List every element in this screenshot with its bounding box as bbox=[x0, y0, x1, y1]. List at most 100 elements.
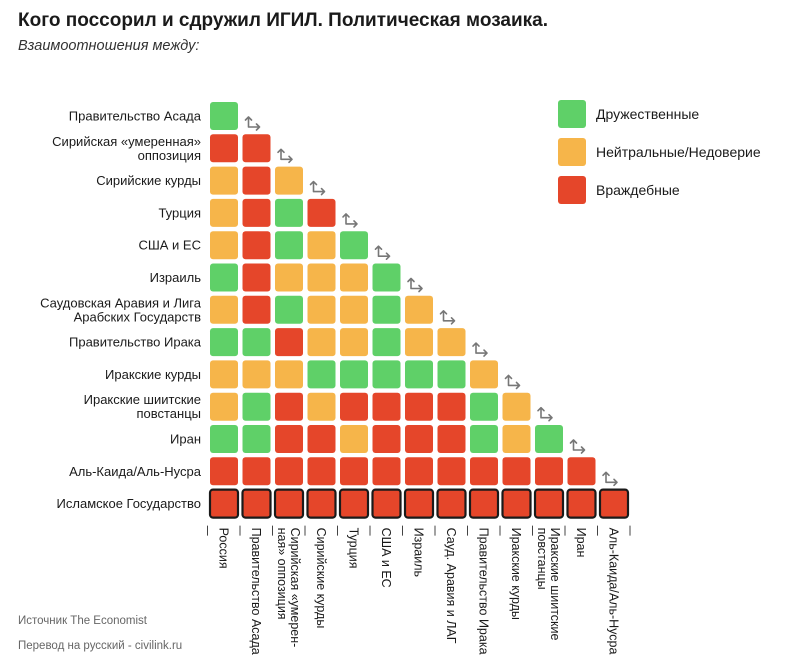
matrix-cell bbox=[275, 360, 303, 389]
row-label: США и ЕС bbox=[138, 238, 201, 253]
chart-subtitle: Взаимоотношения между: bbox=[18, 38, 200, 54]
matrix-cell bbox=[307, 457, 336, 486]
matrix-cell bbox=[307, 231, 336, 260]
diagonal-arrow-icon bbox=[602, 471, 618, 487]
diagonal-arrow-icon bbox=[374, 245, 391, 260]
matrix-cell bbox=[307, 295, 336, 324]
matrix-cell bbox=[405, 457, 433, 486]
matrix-cell bbox=[210, 360, 238, 389]
row-label: Сирийские курды bbox=[96, 173, 201, 188]
matrix-cell bbox=[242, 134, 271, 163]
matrix-cell bbox=[307, 392, 336, 421]
matrix-cell bbox=[208, 488, 240, 519]
matrix-cell bbox=[275, 198, 303, 227]
matrix-cell bbox=[372, 425, 401, 453]
source-note: Источник The Economist bbox=[18, 615, 147, 627]
diagonal-arrow-icon bbox=[569, 439, 586, 454]
matrix-cell bbox=[567, 457, 596, 486]
matrix-cell bbox=[275, 231, 303, 260]
matrix-cell bbox=[241, 488, 272, 519]
matrix-cell bbox=[242, 328, 271, 357]
matrix-cell bbox=[470, 425, 498, 453]
matrix-cell bbox=[535, 457, 563, 486]
matrix-cell bbox=[372, 263, 401, 292]
matrix-cell bbox=[275, 295, 303, 324]
matrix-cell bbox=[275, 328, 303, 357]
row-label: Иран bbox=[170, 432, 201, 447]
matrix-cell bbox=[403, 488, 435, 519]
column-label: Правительство Асада bbox=[249, 528, 263, 655]
matrix-cell bbox=[275, 457, 303, 486]
matrix-cell bbox=[210, 231, 238, 260]
matrix-cell bbox=[307, 328, 336, 357]
matrix-cell bbox=[340, 457, 368, 486]
matrix-cell bbox=[566, 488, 597, 519]
column-label: Иракские курды bbox=[509, 528, 523, 620]
matrix-cell bbox=[405, 328, 433, 357]
matrix-cell bbox=[307, 198, 336, 227]
matrix-cell bbox=[405, 392, 433, 421]
matrix-cell bbox=[210, 102, 238, 130]
matrix-cell bbox=[306, 488, 337, 519]
diagonal-arrow-icon bbox=[309, 180, 326, 196]
matrix-cell bbox=[242, 263, 271, 292]
diagonal-arrow-icon bbox=[277, 148, 293, 164]
matrix-cell bbox=[501, 488, 532, 519]
matrix-cell bbox=[437, 425, 466, 453]
matrix-cell bbox=[468, 488, 500, 519]
matrix-cell bbox=[535, 425, 563, 453]
column-label: Сирийские курды bbox=[314, 528, 328, 629]
matrix-cell bbox=[338, 488, 370, 519]
legend-label: Дружественные bbox=[596, 106, 699, 122]
matrix-cell bbox=[275, 166, 303, 195]
matrix-cell bbox=[372, 360, 401, 389]
legend-label: Нейтральные/Недоверие bbox=[596, 144, 761, 160]
matrix-cell bbox=[372, 328, 401, 357]
matrix-cell bbox=[470, 392, 498, 421]
diagonal-arrow-icon bbox=[537, 406, 553, 422]
matrix-cell bbox=[502, 457, 531, 486]
matrix-cell bbox=[405, 295, 433, 324]
column-label: Израиль bbox=[412, 528, 426, 577]
matrix-cell bbox=[340, 360, 368, 389]
matrix-cell bbox=[340, 263, 368, 292]
row-label: Иракские курды bbox=[105, 367, 201, 382]
matrix-cell bbox=[371, 488, 402, 519]
matrix-cell bbox=[372, 392, 401, 421]
matrix-cell bbox=[307, 360, 336, 389]
diagonal-arrow-icon bbox=[407, 277, 423, 293]
matrix-cell bbox=[405, 425, 433, 453]
diagonal-arrow-icon bbox=[439, 309, 456, 325]
matrix-cell bbox=[436, 488, 467, 519]
matrix-cell bbox=[470, 360, 498, 389]
matrix-cell bbox=[598, 488, 630, 519]
column-label: Иран bbox=[574, 528, 588, 558]
matrix-cell bbox=[242, 166, 271, 195]
row-label: Иракские шиитские повстанцы bbox=[84, 392, 201, 421]
matrix-cell bbox=[242, 295, 271, 324]
row-label: Сирийская «умеренная» оппозиция bbox=[52, 134, 201, 163]
column-label: Сауд. Аравия и ЛАГ bbox=[444, 528, 458, 644]
matrix-cell bbox=[470, 457, 498, 486]
matrix-cell bbox=[242, 457, 271, 486]
row-label: Исламское Государство bbox=[57, 496, 201, 511]
column-label: Сирийская «умерен-ная» оппозиция bbox=[275, 528, 302, 648]
matrix-cell bbox=[210, 295, 238, 324]
matrix-cell bbox=[372, 295, 401, 324]
column-label: Иракские шиитскиеповстанцы bbox=[535, 528, 562, 641]
matrix-cell bbox=[210, 263, 238, 292]
matrix-cell bbox=[340, 425, 368, 453]
matrix-cell bbox=[275, 263, 303, 292]
row-label: Турция bbox=[158, 205, 201, 220]
matrix-cell bbox=[210, 198, 238, 227]
matrix-cell bbox=[242, 198, 271, 227]
matrix-cell bbox=[340, 328, 368, 357]
row-label: Правительство Асада bbox=[69, 109, 202, 124]
matrix-cell bbox=[307, 263, 336, 292]
matrix-cell bbox=[437, 360, 466, 389]
matrix-cell bbox=[210, 166, 238, 195]
row-label: Израиль bbox=[150, 270, 202, 285]
matrix-cell bbox=[340, 231, 368, 260]
matrix-cell bbox=[437, 328, 466, 357]
